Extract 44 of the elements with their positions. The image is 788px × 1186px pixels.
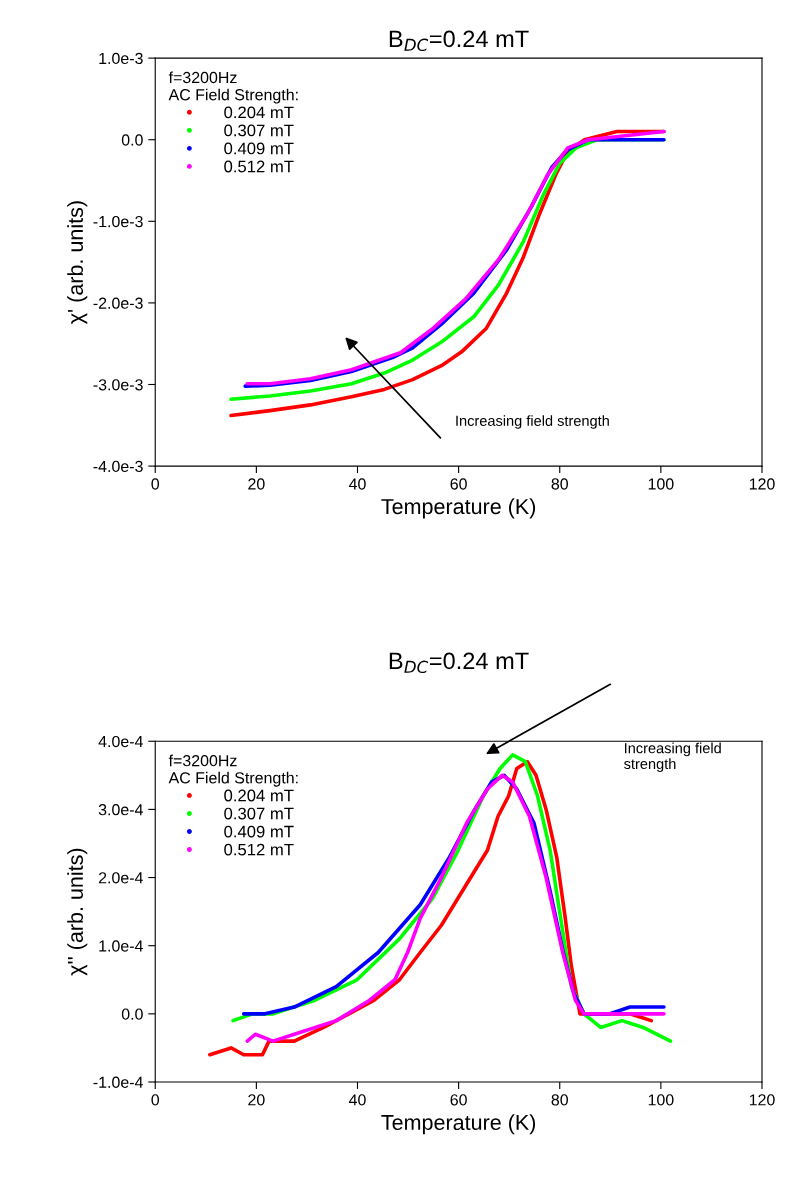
legend-label: 0.204 mT bbox=[224, 106, 294, 119]
chart-title: B$_{DC}$=0.24 mT bbox=[389, 652, 529, 674]
x-tick-label: 40 bbox=[348, 1094, 366, 1106]
x-axis-title: Temperature (K) bbox=[381, 1114, 536, 1135]
x-tick-label: 100 bbox=[648, 478, 674, 490]
x-tick-label: 120 bbox=[749, 478, 775, 490]
x-tick-label: 0 bbox=[151, 1094, 160, 1106]
y-tick-label: 4.0e-4 bbox=[98, 735, 143, 748]
y-tick-label: -4.0e-3 bbox=[93, 460, 143, 473]
legend-label: 0.409 mT bbox=[224, 142, 294, 155]
y-tick-label: 0.0 bbox=[121, 1008, 143, 1020]
y-tick-label: -1.0e-3 bbox=[93, 215, 143, 228]
annotation: Increasing field strength bbox=[456, 415, 609, 429]
y-axis-title: χ' (arb. units) bbox=[67, 201, 88, 325]
y-tick-label: -3.0e-3 bbox=[93, 379, 143, 391]
x-tick-label: 20 bbox=[248, 1094, 265, 1106]
x-tick-label: 100 bbox=[648, 1094, 674, 1106]
y-tick-label: 1.0e-3 bbox=[99, 52, 143, 65]
legend-title: f=3200Hz AC Field Strength: bbox=[168, 71, 298, 104]
x-tick-label: 60 bbox=[450, 478, 467, 490]
x-tick-label: 20 bbox=[248, 478, 265, 490]
x-tick-label: 120 bbox=[749, 1094, 775, 1106]
x-axis-title: Temperature (K) bbox=[381, 498, 536, 519]
y-tick-label: 2.0e-4 bbox=[98, 872, 143, 884]
annotation: Increasing field strength bbox=[624, 742, 721, 772]
legend-label: 0.512 mT bbox=[224, 160, 294, 173]
y-axis-title: χ'' (arb. units) bbox=[67, 848, 88, 976]
y-tick-label: 0.0 bbox=[121, 134, 143, 146]
x-tick-label: 80 bbox=[551, 1094, 568, 1106]
legend-label: 0.512 mT bbox=[224, 843, 294, 856]
legend-label: 0.307 mT bbox=[224, 807, 294, 820]
legend-label: 0.307 mT bbox=[224, 124, 294, 137]
legend-label: 0.409 mT bbox=[224, 825, 294, 838]
y-tick-label: 1.0e-4 bbox=[99, 940, 143, 952]
legend-label: 0.204 mT bbox=[224, 789, 294, 802]
y-tick-label: -2.0e-3 bbox=[93, 297, 143, 309]
y-tick-label: 3.0e-4 bbox=[98, 804, 143, 816]
x-tick-label: 60 bbox=[450, 1094, 467, 1106]
x-tick-label: 40 bbox=[348, 478, 366, 490]
x-tick-label: 80 bbox=[551, 478, 568, 490]
chart-title: B$_{DC}$=0.24 mT bbox=[389, 30, 529, 52]
x-tick-label: 0 bbox=[151, 478, 160, 490]
y-tick-label: -1.0e-4 bbox=[93, 1076, 143, 1088]
legend-title: f=3200Hz AC Field Strength: bbox=[168, 754, 298, 787]
